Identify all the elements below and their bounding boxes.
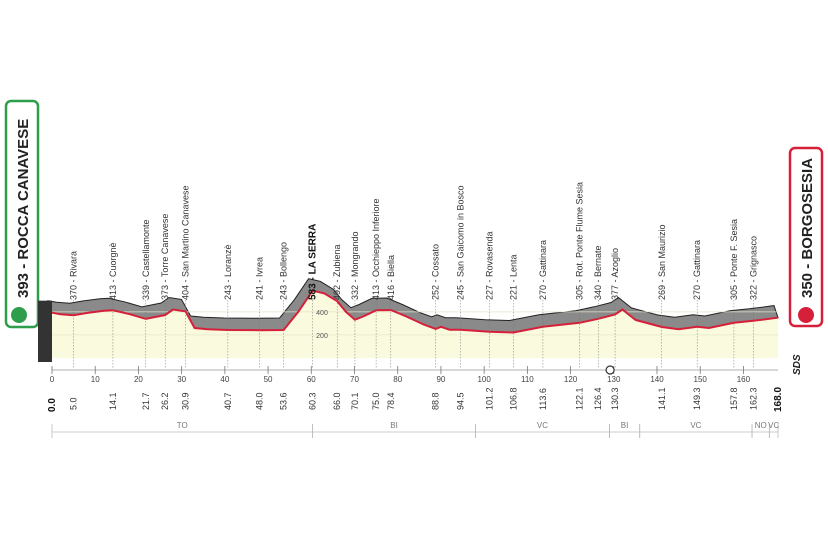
start-label: 393 - ROCCA CANAVESE xyxy=(15,119,32,298)
waypoint-label: 305 - Ponte F. Sesia xyxy=(729,219,739,300)
waypoint-label: 340 - Bernate xyxy=(593,245,603,300)
km-label: 130.3 xyxy=(610,387,620,410)
finish-icon xyxy=(798,307,814,323)
x-tick-label: 40 xyxy=(220,375,229,384)
x-tick-label: 20 xyxy=(134,375,143,384)
x-tick-label: 140 xyxy=(650,375,664,384)
waypoint-label: 413 - Occhieppo Inferiore xyxy=(371,198,381,300)
x-tick-label: 0 xyxy=(50,375,55,384)
x-tick-label: 160 xyxy=(737,375,751,384)
sprint-marker xyxy=(605,365,615,375)
x-tick-label: 100 xyxy=(477,375,491,384)
km-label: 48.0 xyxy=(254,392,264,410)
km-label: 14.1 xyxy=(108,392,118,410)
x-tick-label: 50 xyxy=(264,375,273,384)
waypoint-label: 492 - Zubiena xyxy=(332,244,342,300)
km-label: 162.3 xyxy=(748,387,758,410)
y-tick-label: 400 xyxy=(316,310,328,317)
waypoint-label: 404 - San Martino Canavese xyxy=(181,185,191,300)
x-tick-label: 60 xyxy=(307,375,316,384)
km-label: 122.1 xyxy=(575,387,585,410)
km-label: 26.2 xyxy=(160,392,170,410)
km-label: 113.6 xyxy=(538,388,548,410)
waypoint-label: 270 - Gattinara xyxy=(538,240,548,300)
waypoint-label: 252 - Cossato xyxy=(431,244,441,300)
km-label: 168.0 xyxy=(773,387,784,412)
waypoint-label: 269 - San Maurizio xyxy=(657,224,667,300)
x-tick-label: 150 xyxy=(694,375,708,384)
x-tick-label: 80 xyxy=(393,375,402,384)
x-tick-label: 90 xyxy=(436,375,445,384)
km-label: 0.0 xyxy=(47,398,58,412)
profile-area xyxy=(52,290,778,358)
waypoint-label: 339 - Castellamonte xyxy=(141,219,151,300)
finish-label: 350 - BORGOSESIA xyxy=(799,158,816,298)
waypoint-label: 583 - LA SERRA xyxy=(308,224,319,300)
logo: SDS xyxy=(792,354,803,375)
waypoint-label: 270 - Gattinara xyxy=(692,240,702,300)
x-tick-label: 110 xyxy=(521,375,534,384)
km-label: 126.4 xyxy=(593,387,603,410)
region-label: VC xyxy=(690,421,701,430)
km-label: 141.1 xyxy=(657,387,667,410)
waypoint-label: 227 - Rovasenda xyxy=(484,231,494,300)
km-label: 88.8 xyxy=(431,392,441,410)
waypoint-label: 370 - Rivara xyxy=(69,251,79,300)
km-label: 94.5 xyxy=(455,392,465,410)
km-label: 53.6 xyxy=(279,392,289,410)
km-label: 149.3 xyxy=(692,387,702,410)
waypoint-label: 241 - Ivrea xyxy=(254,257,264,300)
finish-box xyxy=(788,146,824,328)
km-label: 70.1 xyxy=(350,392,360,410)
waypoint-label: 322 - Grignasco xyxy=(748,236,758,300)
waypoint-label: 332 - Mongrando xyxy=(350,231,360,300)
km-label: 30.9 xyxy=(181,392,191,410)
km-label: 21.7 xyxy=(141,392,151,410)
km-label: 106.8 xyxy=(509,387,519,410)
start-box xyxy=(4,99,40,329)
region-label: VC xyxy=(768,421,779,430)
km-label: 5.0 xyxy=(69,397,79,410)
x-tick-label: 10 xyxy=(91,375,100,384)
region-label: NO xyxy=(755,421,767,430)
x-tick-label: 120 xyxy=(564,375,578,384)
km-label: 66.0 xyxy=(332,392,342,410)
km-label: 101.2 xyxy=(484,387,494,410)
y-tick-label: 200 xyxy=(316,333,328,340)
waypoint-label: 243 - Loranzè xyxy=(223,244,233,300)
region-label: VC xyxy=(537,421,548,430)
waypoint-label: 245 - San Gaicomo in Bosco xyxy=(455,185,465,300)
x-tick-label: 130 xyxy=(607,375,621,384)
waypoint-label: 243 - Bollengo xyxy=(279,242,289,300)
waypoint-label: 413 - Cuorgnè xyxy=(108,242,118,300)
waypoint-label: 373 - Torre Canavese xyxy=(160,214,170,300)
km-label: 40.7 xyxy=(223,392,233,410)
km-label: 157.8 xyxy=(729,387,739,410)
x-tick-label: 30 xyxy=(177,375,186,384)
waypoint-label: 416 - Biella xyxy=(386,255,396,300)
waypoint-label: 377 - Azoglio xyxy=(610,248,620,300)
km-label: 75.0 xyxy=(371,392,381,410)
waypoint-label: 221 - Lenta xyxy=(509,254,519,300)
x-tick-label: 70 xyxy=(350,375,359,384)
region-label: BI xyxy=(621,421,629,430)
km-label: 78.4 xyxy=(386,392,396,410)
start-icon xyxy=(11,307,27,323)
region-label: TO xyxy=(177,421,188,430)
start-wall xyxy=(38,300,52,362)
waypoint-label: 305 - Rot. Ponte Flume Sesia xyxy=(575,182,585,300)
region-label: BI xyxy=(390,421,398,430)
km-label: 60.3 xyxy=(308,392,318,410)
